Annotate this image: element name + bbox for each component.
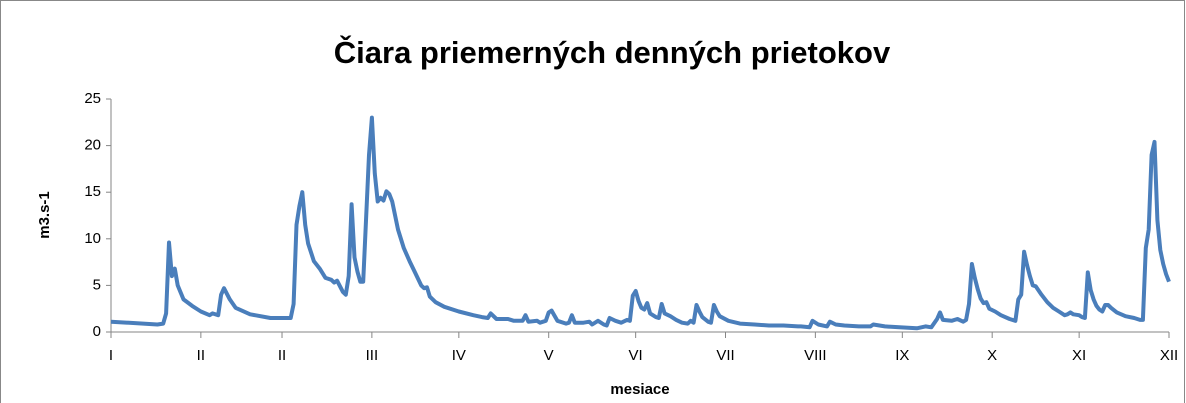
y-tick-label: 25 <box>84 90 101 107</box>
y-tick-label: 0 <box>93 323 101 340</box>
x-tick-label: VI <box>629 347 643 364</box>
x-tick-label: X <box>987 347 997 364</box>
data-line <box>110 115 1171 331</box>
y-tick-label: 15 <box>84 183 101 200</box>
x-tick-label: VIII <box>804 347 827 364</box>
x-tick-label: II <box>197 347 205 364</box>
y-tick-label: 5 <box>93 276 101 293</box>
x-tick-label: IX <box>895 347 909 364</box>
x-tick-label: III <box>366 347 379 364</box>
x-tick-label: I <box>109 347 113 364</box>
chart-title: Čiara priemerných denných prietokov <box>334 34 891 70</box>
x-tick-label: V <box>544 347 554 364</box>
x-tick-label: VII <box>716 347 734 364</box>
y-tick-label: 20 <box>84 137 101 154</box>
x-axis-label: mesiace <box>610 381 669 398</box>
x-tick-label: XII <box>1160 347 1178 364</box>
x-tick-label: II <box>278 347 286 364</box>
y-tick-label: 10 <box>84 230 101 247</box>
x-tick-label: XI <box>1072 347 1086 364</box>
y-axis-label: m3.s-1 <box>36 191 53 239</box>
x-tick-label: IV <box>452 347 466 364</box>
